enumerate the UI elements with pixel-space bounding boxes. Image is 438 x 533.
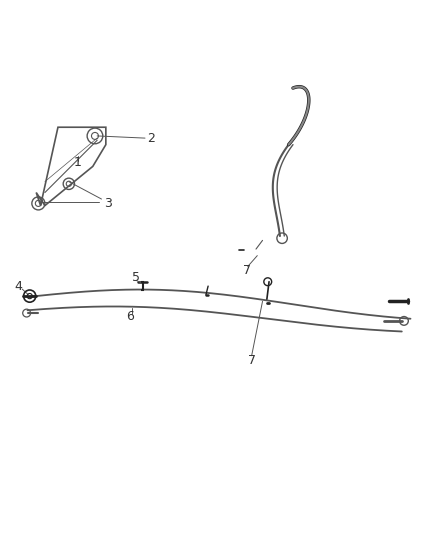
- Text: 7: 7: [243, 264, 251, 277]
- Text: 6: 6: [126, 310, 134, 323]
- Text: 4: 4: [14, 280, 22, 293]
- Text: 2: 2: [148, 132, 155, 144]
- Text: 7: 7: [247, 353, 256, 367]
- Text: 5: 5: [132, 271, 140, 284]
- Text: 1: 1: [74, 156, 81, 168]
- Text: 3: 3: [104, 197, 112, 210]
